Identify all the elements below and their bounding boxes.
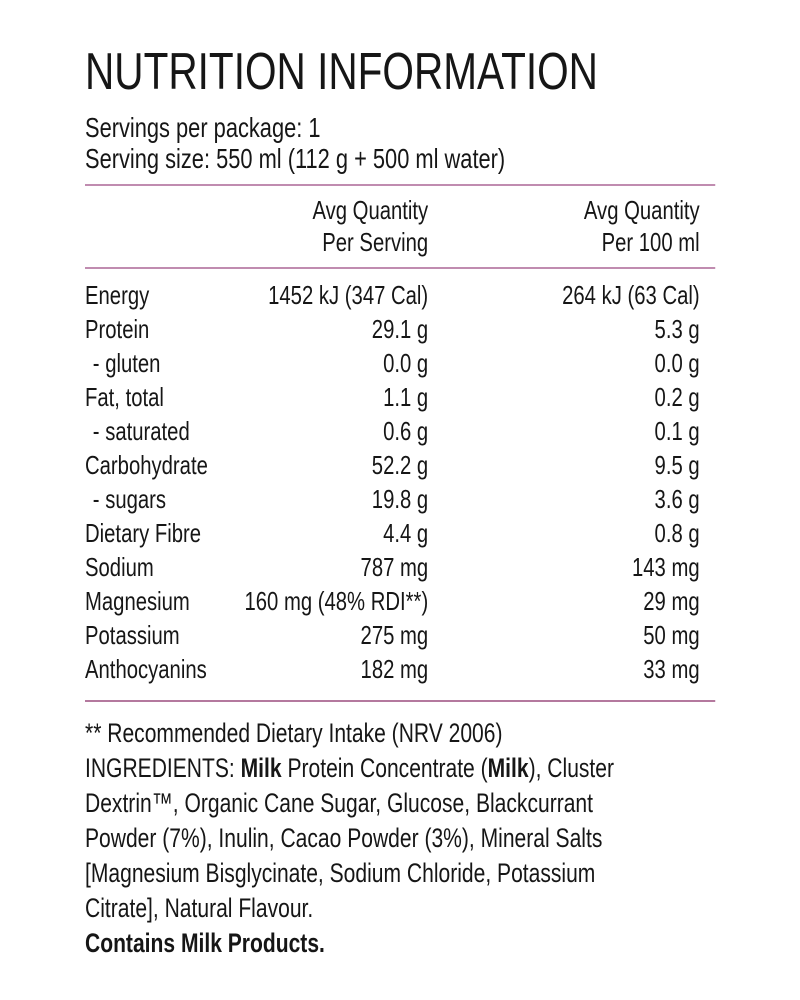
nutrient-value-per-100ml: 0.2 g: [654, 382, 700, 412]
table-header-row: Avg Quantity Per Serving Avg Quantity Pe…: [85, 186, 715, 258]
nutrient-name: Magnesium: [85, 586, 190, 616]
ingredients-line: [Magnesium Bisglycinate, Sodium Chloride…: [85, 856, 715, 891]
table-header-spacer: [85, 194, 241, 258]
nutrient-name: Protein: [85, 314, 150, 344]
ingredients-text: INGREDIENTS:: [85, 753, 241, 783]
nutrient-value-per-serving: 1452 kJ (347 Cal): [268, 280, 429, 310]
ingredients-text: [Magnesium Bisglycinate, Sodium Chloride…: [85, 858, 596, 888]
nutrient-value-per-100ml: 264 kJ (63 Cal): [562, 280, 700, 310]
nutrient-name: Anthocyanins: [85, 654, 207, 684]
nutrient-value-per-100ml: 0.8 g: [654, 518, 700, 548]
table-row: Potassium 275 mg 50 mg: [85, 618, 715, 652]
column-header-per-100ml: Avg Quantity Per 100 ml: [428, 194, 700, 258]
nutrient-name: - saturated: [92, 416, 190, 446]
nutrient-value-per-100ml: 33 mg: [643, 654, 700, 684]
nutrient-value-per-serving: 160 mg (48% RDI**): [244, 586, 429, 616]
table-row: Fat, total 1.1 g 0.2 g: [85, 380, 715, 414]
ingredients-line: INGREDIENTS: Milk Protein Concentrate (M…: [85, 751, 715, 786]
nutrient-name: Potassium: [85, 620, 180, 650]
nutrient-value-per-100ml: 5.3 g: [654, 314, 700, 344]
table-row: Anthocyanins 182 mg 33 mg: [85, 652, 715, 686]
nutrient-value-per-serving: 275 mg: [360, 620, 429, 650]
nutrient-value-per-100ml: 0.1 g: [654, 416, 700, 446]
nutrient-value-per-serving: 0.0 g: [383, 348, 429, 378]
nutrition-panel: NUTRITION INFORMATION Servings per packa…: [85, 43, 716, 961]
ingredients-paragraph: INGREDIENTS: Milk Protein Concentrate (M…: [85, 751, 715, 926]
nutrient-value-per-serving: 29.1 g: [371, 314, 429, 344]
nutrient-value-per-serving: 182 mg: [360, 654, 429, 684]
column-header-line: Avg Quantity: [312, 195, 429, 225]
ingredients-line: Powder (7%), Inulin, Cacao Powder (3%), …: [85, 821, 715, 856]
allergen-highlight: Milk: [240, 753, 282, 783]
nutrient-name: Carbohydrate: [85, 450, 208, 480]
column-header-line: Avg Quantity: [583, 195, 700, 225]
table-row: Magnesium 160 mg (48% RDI**) 29 mg: [85, 584, 715, 618]
table-row: Carbohydrate 52.2 g 9.5 g: [85, 448, 715, 482]
nutrient-name: - sugars: [92, 484, 167, 514]
nutrient-table-body: Energy 1452 kJ (347 Cal) 264 kJ (63 Cal) Pr…: [85, 269, 715, 692]
ingredients-text: Protein Concentrate (: [281, 753, 488, 783]
nutrient-name: Fat, total: [85, 382, 164, 412]
divider-header: [85, 267, 716, 269]
table-row: - saturated 0.6 g 0.1 g: [85, 414, 715, 448]
nutrient-value-per-100ml: 143 mg: [631, 552, 700, 582]
nutrient-value-per-100ml: 3.6 g: [654, 484, 700, 514]
ingredients-text: Citrate], Natural Flavour.: [85, 893, 314, 923]
page-title: NUTRITION INFORMATION: [85, 43, 598, 101]
column-header-line: Per 100 ml: [601, 227, 700, 257]
ingredients-text: ), Cluster: [528, 753, 615, 783]
nutrient-value-per-serving: 787 mg: [360, 552, 429, 582]
nutrient-value-per-100ml: 50 mg: [643, 620, 700, 650]
table-row: Energy 1452 kJ (347 Cal) 264 kJ (63 Cal): [85, 278, 715, 312]
nutrient-value-per-serving: 1.1 g: [383, 382, 429, 412]
rdi-footnote: ** Recommended Dietary Intake (NRV 2006): [85, 718, 503, 748]
servings-per-package: Servings per package: 1: [85, 112, 321, 143]
allergen-highlight: Milk: [487, 753, 529, 783]
nutrient-name: Sodium: [85, 552, 154, 582]
column-header-per-serving: Avg Quantity Per Serving: [241, 194, 428, 258]
table-row: Sodium 787 mg 143 mg: [85, 550, 715, 584]
nutrient-name: - gluten: [92, 348, 161, 378]
ingredients-text: Dextrin™, Organic Cane Sugar, Glucose, B…: [85, 788, 594, 818]
table-row: - sugars 19.8 g 3.6 g: [85, 482, 715, 516]
table-row: Protein 29.1 g 5.3 g: [85, 312, 715, 346]
ingredients-line: Citrate], Natural Flavour.: [85, 891, 715, 926]
column-header-line: Per Serving: [322, 227, 429, 257]
nutrient-value-per-serving: 0.6 g: [383, 416, 429, 446]
nutrient-value-per-serving: 19.8 g: [371, 484, 429, 514]
nutrient-value-per-serving: 52.2 g: [371, 450, 429, 480]
table-row: Dietary Fibre 4.4 g 0.8 g: [85, 516, 715, 550]
table-row: - gluten 0.0 g 0.0 g: [85, 346, 715, 380]
nutrient-name: Energy: [85, 280, 150, 310]
contains-statement: Contains Milk Products.: [85, 928, 325, 958]
nutrient-value-per-serving: 4.4 g: [383, 518, 429, 548]
ingredients-line: Dextrin™, Organic Cane Sugar, Glucose, B…: [85, 786, 715, 821]
nutrient-value-per-100ml: 0.0 g: [654, 348, 700, 378]
nutrient-name: Dietary Fibre: [85, 518, 202, 548]
divider-bottom: [85, 700, 716, 702]
ingredients-text: Powder (7%), Inulin, Cacao Powder (3%), …: [85, 823, 603, 853]
nutrient-value-per-100ml: 9.5 g: [654, 450, 700, 480]
divider-top: [85, 184, 716, 186]
nutrient-value-per-100ml: 29 mg: [643, 586, 700, 616]
serving-size: Serving size: 550 ml (112 g + 500 ml wat…: [85, 143, 506, 174]
